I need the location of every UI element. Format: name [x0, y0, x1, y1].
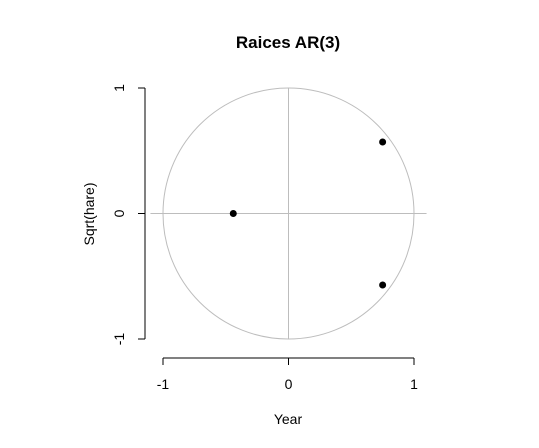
- y-tick-label: -1: [111, 333, 127, 346]
- x-tick-label: -1: [157, 376, 170, 392]
- x-axis: -1 0 1: [157, 357, 418, 392]
- x-tick-label: 1: [410, 376, 418, 392]
- y-tick-label: 1: [111, 84, 127, 92]
- y-axis: -1 0 1: [111, 84, 146, 346]
- data-point: [379, 138, 387, 146]
- y-tick-label: 0: [111, 209, 127, 217]
- plot-area: [150, 87, 427, 340]
- chart-title: Raices AR(3): [236, 33, 340, 52]
- data-points: [229, 138, 387, 289]
- y-axis-label: Sqrt(hare): [81, 182, 97, 245]
- x-axis-label: Year: [274, 411, 303, 427]
- data-point: [229, 210, 237, 217]
- x-tick-label: 0: [285, 376, 293, 392]
- data-point: [379, 281, 387, 289]
